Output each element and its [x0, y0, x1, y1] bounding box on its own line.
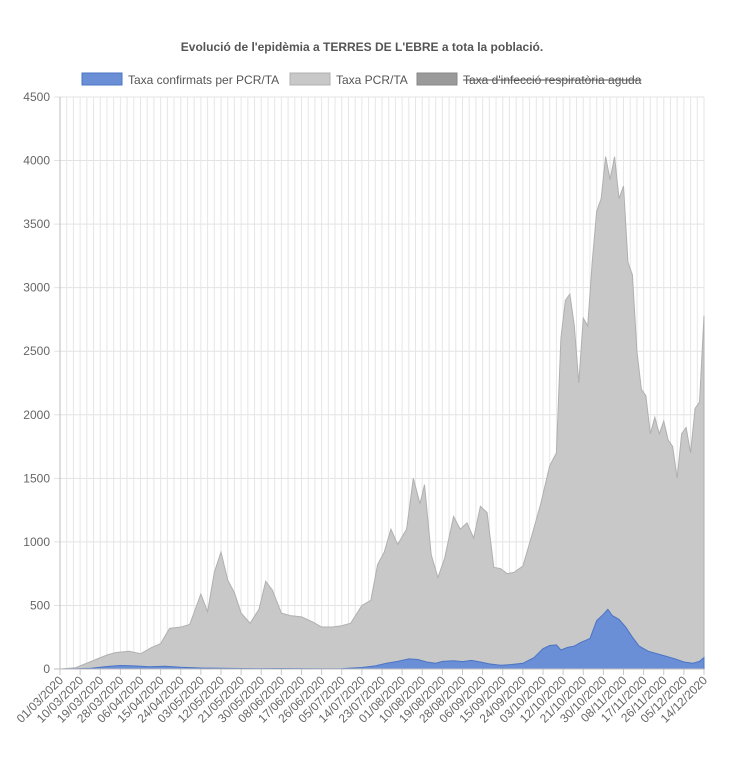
confirmed-area: [59, 608, 705, 670]
y-tick-label: 3000: [23, 281, 50, 295]
pcr-area: [59, 156, 705, 670]
y-tick-label: 4500: [23, 90, 50, 104]
legend-label: Taxa PCR/TA: [336, 73, 408, 87]
y-tick-label: 500: [30, 598, 50, 612]
axes: 05001000150020002500300035004000450001/0…: [14, 90, 711, 726]
legend-item-2[interactable]: Taxa PCR/TA: [289, 72, 408, 87]
legend-swatch: [289, 72, 331, 86]
y-tick-label: 0: [43, 662, 50, 676]
y-tick-label: 4000: [23, 154, 50, 168]
legend: Taxa confirmats per PCR/TA Taxa PCR/TA Tax…: [81, 72, 642, 87]
y-tick-label: 3500: [23, 217, 50, 231]
legend-swatch: [81, 72, 123, 86]
plot-area: [59, 156, 705, 670]
chart-title: Evolució de l'epidèmia a TERRES DE L'EBR…: [181, 40, 543, 54]
legend-label: Taxa confirmats per PCR/TA: [128, 73, 279, 87]
legend-item-3[interactable]: Taxa d'infecció respiratòria aguda: [416, 72, 642, 87]
y-tick-label: 2000: [23, 408, 50, 422]
legend-swatch: [416, 72, 458, 86]
y-tick-label: 1500: [23, 471, 50, 485]
y-tick-label: 1000: [23, 535, 50, 549]
legend-item-1[interactable]: Taxa confirmats per PCR/TA: [81, 72, 279, 87]
y-tick-label: 2500: [23, 344, 50, 358]
